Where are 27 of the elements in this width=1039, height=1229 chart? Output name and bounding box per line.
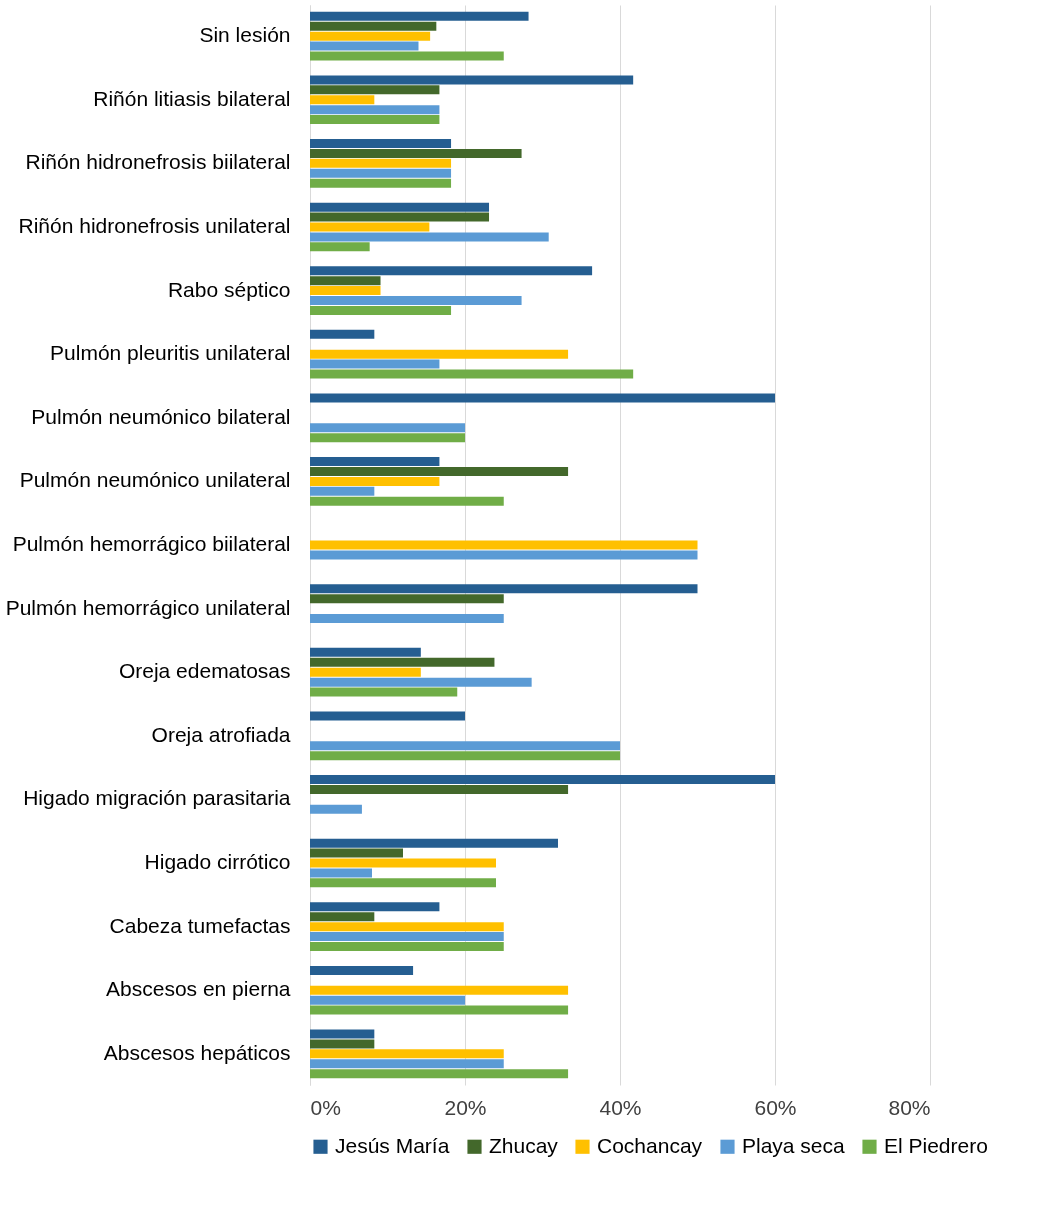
x-tick-label: 20%: [444, 1095, 487, 1119]
legend-label: Jesús María: [335, 1133, 450, 1157]
y-tick-label: Sin lesión: [199, 23, 291, 47]
x-tick-label: 0%: [310, 1095, 341, 1119]
y-tick-label: Higado migración parasitaria: [23, 786, 291, 810]
y-tick-label: Pulmón pleuritis unilateral: [50, 341, 291, 365]
y-tick-label: Riñón litiasis bilateral: [93, 86, 291, 110]
x-tick-label: 40%: [599, 1095, 642, 1119]
y-tick-label: Pulmón hemorrágico biilateral: [12, 532, 291, 555]
y-tick-label: Rabo séptico: [167, 277, 291, 301]
legend-label: Playa seca: [742, 1133, 846, 1157]
legend-label: Zhucay: [489, 1133, 559, 1157]
x-tick-label: 60%: [754, 1095, 797, 1119]
y-tick-label: Higado cirrótico: [144, 850, 291, 874]
y-tick-label: Abscesos en pierna: [106, 977, 291, 1001]
y-tick-label: Cabeza tumefactas: [109, 913, 291, 937]
x-tick-label: 80%: [888, 1095, 931, 1119]
y-tick-label: Pulmón hemorrágico unilateral: [5, 595, 291, 619]
legend-label: Cochancay: [597, 1133, 703, 1157]
y-tick-label: Pulmón neumónico unilateral: [19, 468, 291, 492]
y-tick-label: Riñón hidronefrosis unilateral: [18, 213, 291, 237]
y-tick-label: Riñón hidronefrosis biilateral: [25, 150, 291, 174]
legend-label: El Piedrero: [884, 1133, 988, 1157]
y-tick-label: Abscesos hepáticos: [103, 1040, 291, 1064]
y-tick-label: Oreja atrofiada: [151, 722, 291, 746]
y-tick-label: Oreja edematosas: [118, 659, 291, 683]
y-tick-label: Pulmón neumónico bilateral: [31, 404, 291, 428]
